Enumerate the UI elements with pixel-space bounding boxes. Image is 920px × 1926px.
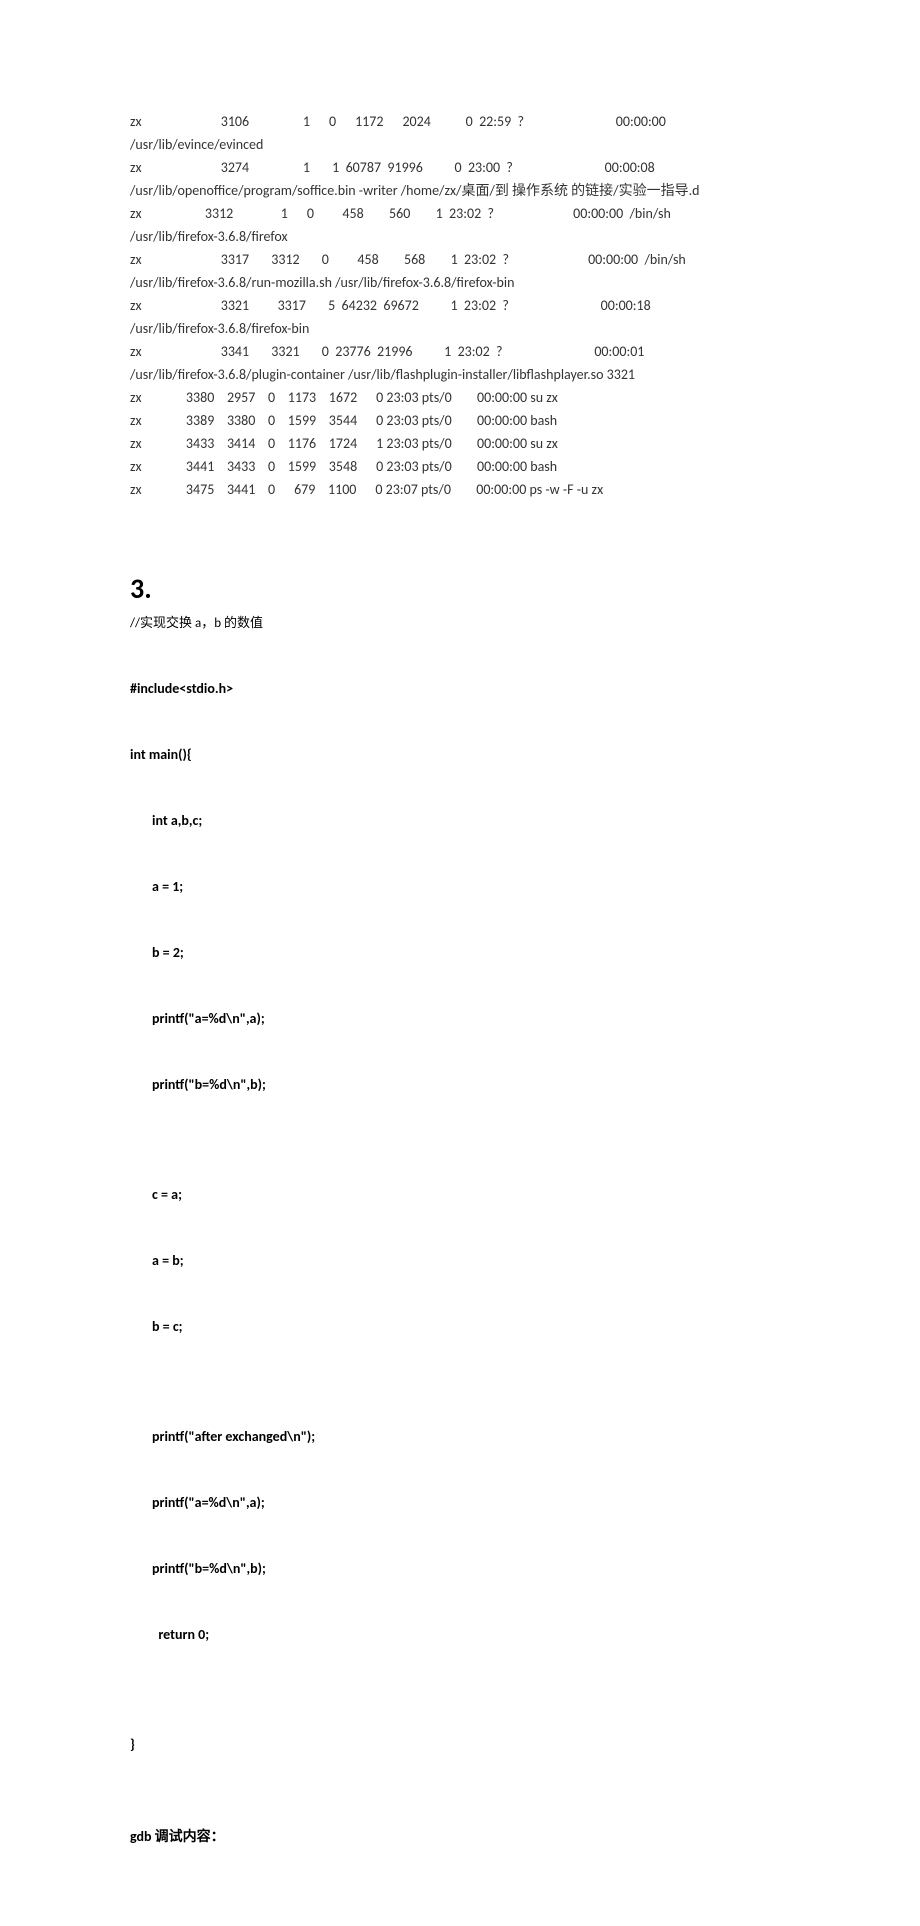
ps-row: zx 3441 3433 0 1599 3548 0 23:03 pts/0 0… bbox=[130, 455, 790, 478]
code-line: #include<stdio.h> bbox=[130, 678, 790, 700]
ps-row: zx 3317 3312 0 458 568 1 23:02 ? 00:00:0… bbox=[130, 248, 790, 271]
code-line: a = 1; bbox=[130, 876, 790, 898]
code-comment: //实现交换 a，b 的数值 bbox=[130, 614, 790, 634]
ps-row: zx 3380 2957 0 1173 1672 0 23:03 pts/0 0… bbox=[130, 386, 790, 409]
ps-row: zx 3389 3380 0 1599 3544 0 23:03 pts/0 0… bbox=[130, 409, 790, 432]
ps-cmd: /usr/lib/firefox-3.6.8/plugin-container … bbox=[130, 363, 790, 386]
code-line: } bbox=[130, 1734, 790, 1756]
code-line: printf("a=%d\n",a); bbox=[130, 1008, 790, 1030]
gdb-label: gdb 调试内容： bbox=[130, 1826, 790, 1846]
code-line: b = 2; bbox=[130, 942, 790, 964]
ps-cmd: /usr/lib/openoffice/program/soffice.bin … bbox=[130, 179, 790, 202]
section-heading: 3. bbox=[130, 571, 790, 606]
ps-row: zx 3274 1 1 60787 91996 0 23:00 ? 00:00:… bbox=[130, 156, 790, 179]
code-line: b = c; bbox=[130, 1316, 790, 1338]
code-line: printf("after exchanged\n"); bbox=[130, 1426, 790, 1448]
ps-cmd: /usr/lib/firefox-3.6.8/firefox bbox=[130, 225, 790, 248]
code-line: printf("b=%d\n",b); bbox=[130, 1074, 790, 1096]
c-code-block: #include<stdio.h> int main(){ int a,b,c;… bbox=[130, 634, 790, 1800]
code-line: printf("a=%d\n",a); bbox=[130, 1492, 790, 1514]
document-page: zx 3106 1 0 1172 2024 0 22:59 ? 00:00:00… bbox=[0, 0, 920, 1926]
code-line: c = a; bbox=[130, 1184, 790, 1206]
code-line: printf("b=%d\n",b); bbox=[130, 1558, 790, 1580]
ps-row: zx 3475 3441 0 679 1100 0 23:07 pts/0 00… bbox=[130, 478, 790, 501]
code-line: a = b; bbox=[130, 1250, 790, 1272]
ps-row: zx 3321 3317 5 64232 69672 1 23:02 ? 00:… bbox=[130, 294, 790, 317]
ps-row: zx 3312 1 0 458 560 1 23:02 ? 00:00:00 /… bbox=[130, 202, 790, 225]
ps-cmd: /usr/lib/firefox-3.6.8/run-mozilla.sh /u… bbox=[130, 271, 790, 294]
ps-row: zx 3433 3414 0 1176 1724 1 23:03 pts/0 0… bbox=[130, 432, 790, 455]
code-line: int a,b,c; bbox=[130, 810, 790, 832]
code-line: int main(){ bbox=[130, 744, 790, 766]
ps-cmd: /usr/lib/evince/evinced bbox=[130, 133, 790, 156]
ps-cmd: /usr/lib/firefox-3.6.8/firefox-bin bbox=[130, 317, 790, 340]
ps-row: zx 3341 3321 0 23776 21996 1 23:02 ? 00:… bbox=[130, 340, 790, 363]
ps-row: zx 3106 1 0 1172 2024 0 22:59 ? 00:00:00 bbox=[130, 110, 790, 133]
ps-output-block: zx 3106 1 0 1172 2024 0 22:59 ? 00:00:00… bbox=[130, 110, 790, 501]
code-line: return 0; bbox=[130, 1624, 790, 1646]
